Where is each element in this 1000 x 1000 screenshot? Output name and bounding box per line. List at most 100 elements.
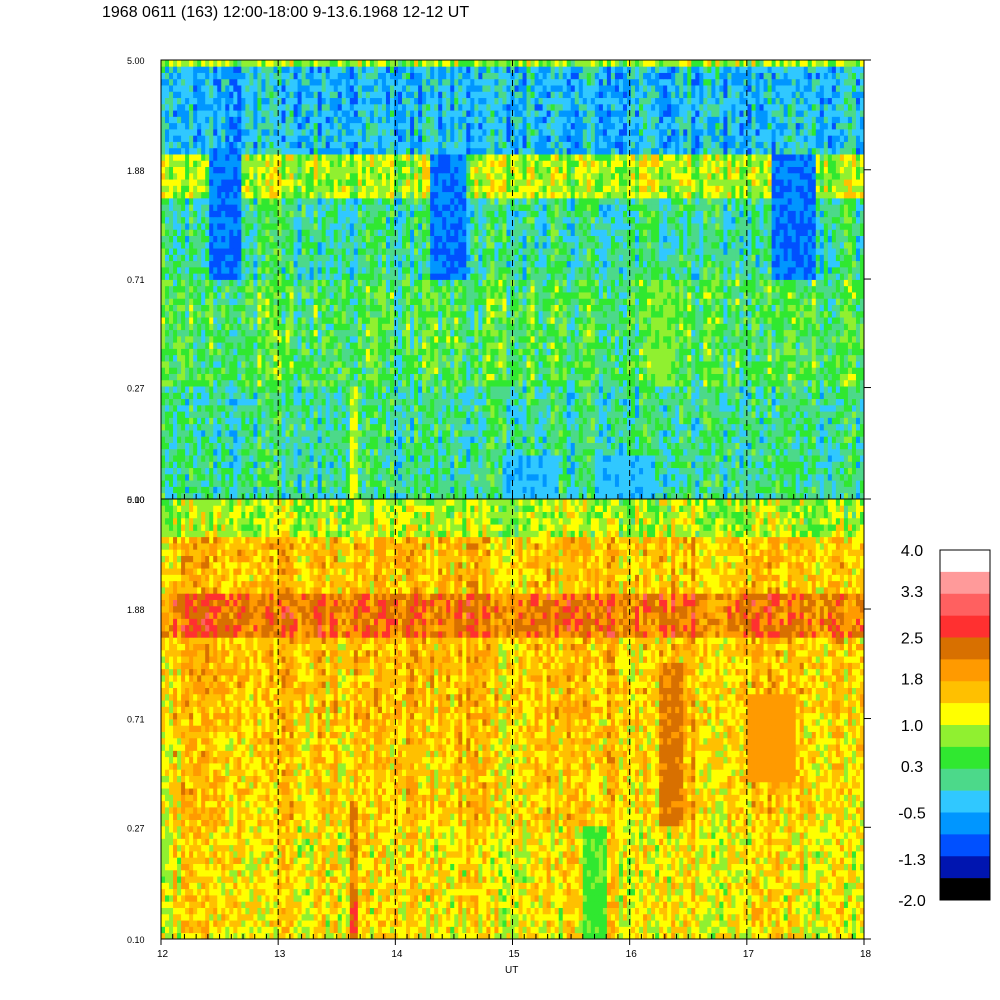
heatmap-cell	[859, 417, 864, 425]
heatmap-cell	[289, 417, 294, 425]
heatmap-cell	[622, 354, 628, 362]
heatmap-cell	[357, 354, 363, 362]
heatmap-cell	[458, 455, 463, 462]
heatmap-cell	[498, 317, 503, 324]
heatmap-cell	[369, 467, 375, 475]
heatmap-cell	[791, 354, 797, 362]
heatmap-cell	[659, 392, 664, 400]
heatmap-cell	[671, 392, 676, 400]
heatmap-cell	[594, 467, 600, 475]
heatmap-cell	[594, 430, 600, 437]
heatmap-cell	[337, 473, 343, 481]
heatmap-cell	[695, 455, 700, 462]
heatmap-cell	[659, 367, 664, 374]
heatmap-cell	[257, 398, 262, 406]
heatmap-cell	[506, 348, 511, 356]
heatmap-cell	[385, 386, 391, 393]
heatmap-cell	[470, 436, 475, 443]
heatmap-cell	[514, 411, 519, 418]
heatmap-cell	[269, 442, 274, 450]
heatmap-cell	[735, 354, 740, 362]
heatmap-cell	[558, 455, 564, 462]
heatmap-cell	[233, 329, 238, 337]
heatmap-cell	[538, 455, 544, 462]
heatmap-cell	[173, 386, 178, 393]
heatmap-cell	[297, 455, 302, 462]
heatmap-cell	[345, 361, 351, 368]
heatmap-cell	[602, 430, 608, 437]
heatmap-cell	[410, 323, 415, 331]
heatmap-cell	[406, 455, 411, 462]
heatmap-cell	[237, 492, 242, 499]
heatmap-cell	[618, 392, 624, 400]
heatmap-cell	[755, 467, 760, 475]
heatmap-cell	[385, 411, 391, 418]
heatmap-cell	[819, 486, 825, 494]
heatmap-cell	[534, 455, 540, 462]
heatmap-cell	[209, 367, 214, 374]
heatmap-cell	[751, 448, 756, 456]
heatmap-cell	[631, 404, 636, 412]
heatmap-cell	[253, 361, 258, 368]
heatmap-cell	[317, 373, 323, 381]
heatmap-cell	[659, 492, 664, 499]
heatmap-cell	[381, 367, 387, 374]
heatmap-cell	[201, 354, 206, 362]
heatmap-cell	[566, 448, 572, 456]
heatmap-cell	[550, 480, 556, 487]
heatmap-cell	[454, 335, 459, 343]
heatmap-cell	[221, 473, 226, 481]
heatmap-cell	[177, 404, 182, 412]
heatmap-cell	[598, 461, 604, 469]
heatmap-cell	[578, 423, 584, 431]
heatmap-cell	[269, 367, 274, 374]
heatmap-cell	[221, 354, 226, 362]
heatmap-cell	[522, 398, 527, 406]
heatmap-cell	[755, 392, 760, 400]
heatmap-cell	[671, 467, 676, 475]
heatmap-cell	[305, 448, 311, 456]
heatmap-cell	[534, 317, 540, 324]
heatmap-cell	[550, 323, 556, 331]
heatmap-cell	[454, 404, 459, 412]
heatmap-cell	[369, 354, 375, 362]
heatmap-cell	[751, 461, 756, 469]
heatmap-cell	[285, 373, 290, 381]
heatmap-cell	[498, 423, 503, 431]
heatmap-cell	[233, 404, 238, 412]
heatmap-cell	[847, 423, 853, 431]
heatmap-cell	[614, 373, 620, 381]
heatmap-cell	[735, 367, 740, 374]
heatmap-cell	[631, 436, 636, 443]
heatmap-cell	[422, 448, 427, 456]
heatmap-cell	[554, 411, 560, 418]
heatmap-cell	[494, 480, 499, 487]
heatmap-cell	[546, 373, 552, 381]
heatmap-cell	[209, 442, 214, 450]
heatmap-cell	[337, 411, 343, 418]
heatmap-cell	[373, 329, 379, 337]
heatmap-cell	[671, 417, 676, 425]
heatmap-cell	[446, 430, 451, 437]
heatmap-cell	[707, 480, 712, 487]
heatmap-cell	[446, 329, 451, 337]
heatmap-cell	[683, 354, 688, 362]
heatmap-cell	[482, 329, 487, 337]
heatmap-cell	[301, 480, 307, 487]
heatmap-cell	[514, 379, 519, 387]
heatmap-cell	[490, 348, 495, 356]
heatmap-cell	[763, 392, 768, 400]
heatmap-cell	[474, 417, 479, 425]
heatmap-cell	[309, 480, 315, 487]
heatmap-cell	[859, 329, 864, 337]
heatmap-cell	[831, 335, 837, 343]
heatmap-cell	[823, 486, 829, 494]
heatmap-cell	[602, 492, 608, 499]
heatmap-cell	[466, 329, 471, 337]
heatmap-cell	[819, 480, 825, 487]
heatmap-cell	[582, 455, 588, 462]
heatmap-cell	[458, 473, 463, 481]
heatmap-cell	[550, 386, 556, 393]
heatmap-cell	[385, 329, 391, 337]
heatmap-cell	[365, 467, 371, 475]
